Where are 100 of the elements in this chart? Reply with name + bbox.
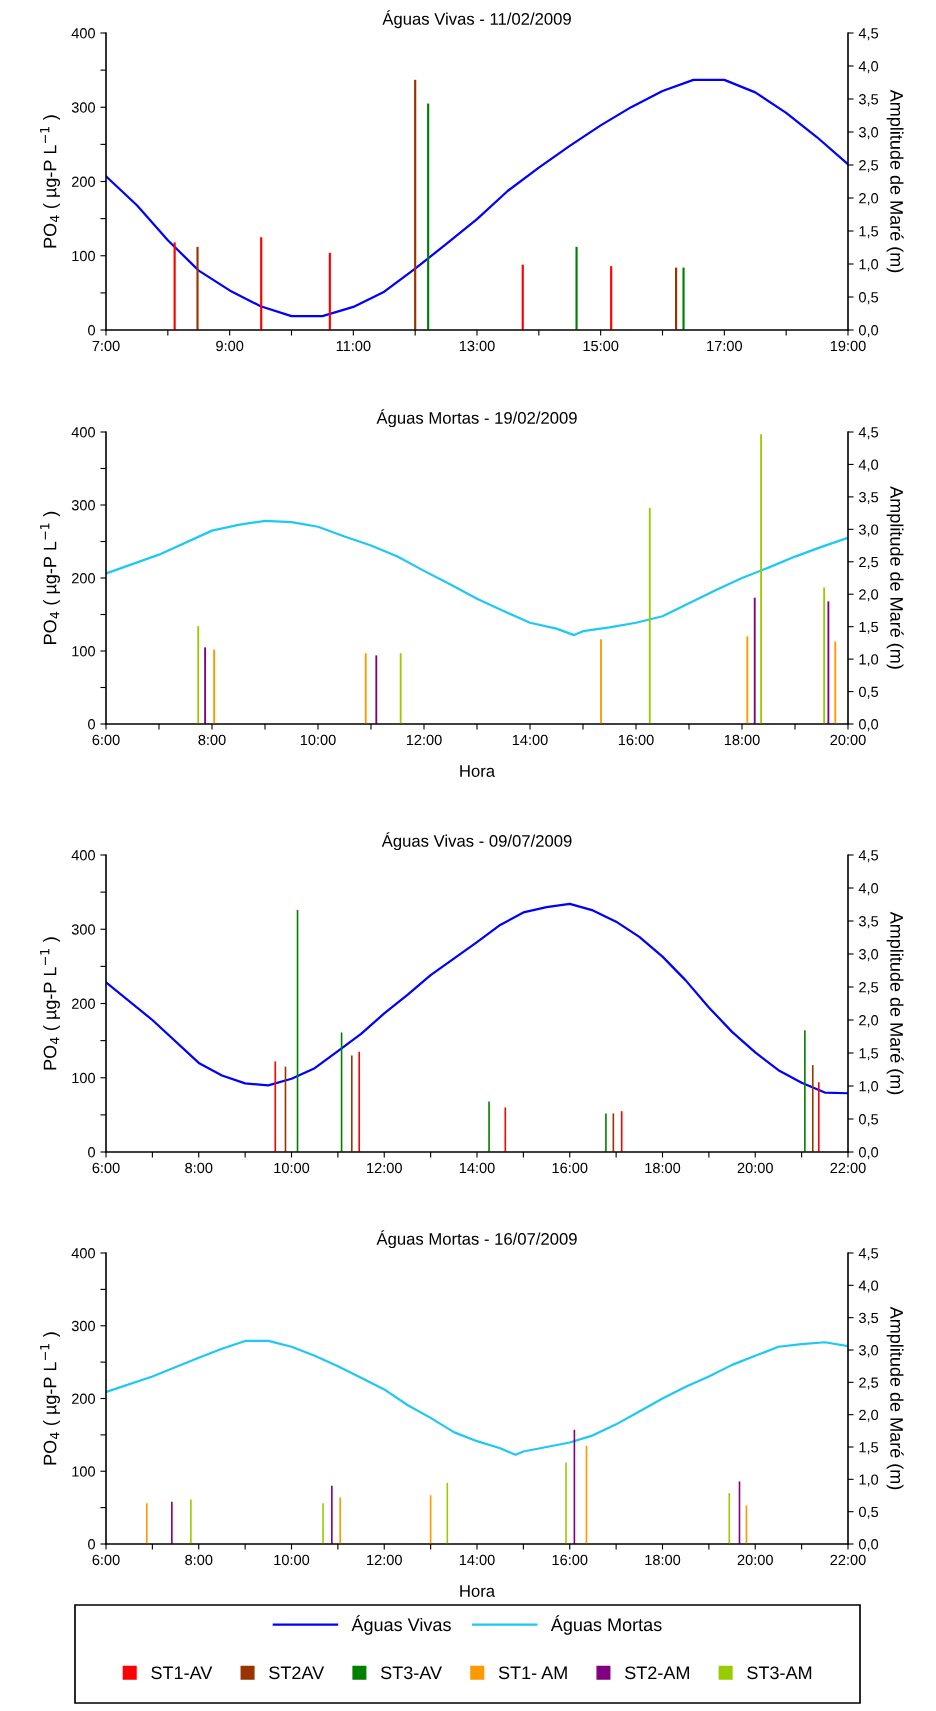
y2-tick-label: 3,5 bbox=[858, 1312, 879, 1325]
x-tick-label: 10:00 bbox=[274, 1162, 310, 1174]
x-tick-label: 22:00 bbox=[830, 1162, 866, 1174]
bar bbox=[196, 246, 199, 330]
y2-tick-label: 1,0 bbox=[859, 1474, 879, 1487]
chart-title: Águas Vivas - 09/07/2009 bbox=[381, 832, 572, 851]
y2-tick-label: 1,0 bbox=[859, 1081, 879, 1094]
bar bbox=[675, 267, 678, 330]
y2-tick-label: 3,0 bbox=[858, 949, 879, 962]
y2-tick-label: 3,5 bbox=[858, 94, 879, 107]
y2-tick-label: 0,5 bbox=[858, 686, 879, 699]
legend-label: ST1-AV bbox=[151, 1666, 213, 1680]
chart-title: Águas Mortas - 19/02/2009 bbox=[376, 409, 577, 428]
y2-tick-label: 0,5 bbox=[858, 292, 879, 305]
bar bbox=[521, 264, 524, 330]
x-tick-label: 6:00 bbox=[92, 734, 120, 746]
x-tick-label: 8:00 bbox=[185, 1554, 213, 1566]
x-tick-label: 14:00 bbox=[459, 1162, 495, 1174]
y-tick-label: 400 bbox=[71, 1248, 96, 1259]
y2-tick-label: 0,0 bbox=[858, 1539, 879, 1552]
y-tick-label: 100 bbox=[72, 1072, 96, 1084]
line-series bbox=[106, 1339, 848, 1456]
bar bbox=[682, 267, 685, 330]
y2-tick-label: 2,5 bbox=[859, 1377, 879, 1390]
x-axis-title: Hora bbox=[460, 765, 496, 777]
x-tick-label: 18:00 bbox=[724, 734, 760, 746]
chart-title: Águas Mortas - 16/07/2009 bbox=[376, 1230, 577, 1249]
y-tick-label: 300 bbox=[71, 1320, 96, 1332]
y2-axis-title: Amplitude de Maré (m) bbox=[886, 1306, 904, 1490]
y2-tick-label: 2,5 bbox=[859, 982, 879, 995]
x-axis-title: Hora bbox=[460, 1585, 496, 1597]
y2-tick-label: 2,5 bbox=[859, 160, 879, 173]
x-tick-label: 10:00 bbox=[300, 734, 336, 746]
x-tick-label: 14:00 bbox=[459, 1554, 495, 1566]
y2-tick-label: 2,0 bbox=[859, 1015, 879, 1028]
y-tick-label: 0 bbox=[88, 719, 96, 730]
y2-tick-label: 2,0 bbox=[859, 1409, 879, 1422]
x-tick-label: 11:00 bbox=[336, 340, 371, 352]
bar bbox=[328, 252, 331, 330]
x-tick-label: 19:00 bbox=[830, 340, 866, 352]
legend-label: ST2-AM bbox=[625, 1666, 689, 1680]
y2-axis-title: Amplitude de Maré (m) bbox=[886, 911, 904, 1095]
bar bbox=[414, 79, 417, 330]
y2-tick-label: 0,5 bbox=[858, 1114, 879, 1127]
y2-tick-label: 4,0 bbox=[858, 61, 879, 74]
bar bbox=[610, 266, 613, 330]
x-tick-label: 17:00 bbox=[707, 340, 743, 352]
y2-tick-label: 4,0 bbox=[858, 1280, 879, 1293]
y2-tick-label: 4,5 bbox=[858, 28, 879, 41]
y2-tick-label: 1,0 bbox=[859, 259, 879, 272]
y-tick-label: 300 bbox=[71, 500, 96, 511]
y-tick-label: 100 bbox=[72, 250, 96, 262]
x-tick-label: 8:00 bbox=[198, 734, 226, 746]
legend-label: Águas Vivas bbox=[351, 1615, 451, 1635]
x-tick-label: 20:00 bbox=[737, 1554, 773, 1566]
y2-tick-label: 1,5 bbox=[859, 226, 879, 239]
y-tick-label: 200 bbox=[71, 1393, 96, 1404]
y2-tick-label: 1,5 bbox=[859, 1442, 879, 1455]
y-axis-title: PO$_{4}$ ( µg-P L$^{−1}$ ) bbox=[40, 937, 60, 1070]
x-tick-label: 6:00 bbox=[92, 1162, 120, 1174]
y2-tick-label: 3,5 bbox=[858, 491, 879, 505]
y2-tick-label: 4,5 bbox=[858, 850, 879, 863]
x-tick-label: 18:00 bbox=[645, 1554, 681, 1566]
y2-tick-label: 3,0 bbox=[858, 524, 879, 537]
bar bbox=[427, 103, 430, 330]
y2-tick-label: 3,0 bbox=[858, 127, 879, 140]
y-tick-label: 400 bbox=[71, 850, 96, 861]
y2-tick-label: 2,0 bbox=[859, 193, 879, 206]
y-tick-label: 0 bbox=[88, 1539, 96, 1550]
legend-label: ST3-AM bbox=[747, 1666, 812, 1680]
x-tick-label: 20:00 bbox=[830, 734, 866, 746]
y-tick-label: 300 bbox=[71, 924, 96, 935]
legend-label: ST2AV bbox=[269, 1666, 325, 1680]
y-tick-label: 400 bbox=[71, 427, 96, 438]
y2-tick-label: 4,0 bbox=[858, 459, 879, 472]
y-tick-label: 100 bbox=[72, 1466, 96, 1477]
y-tick-label: 100 bbox=[72, 646, 96, 657]
legend-label: Águas Mortas bbox=[550, 1615, 662, 1635]
x-tick-label: 20:00 bbox=[737, 1162, 773, 1174]
y2-tick-label: 1,5 bbox=[859, 621, 879, 634]
y2-tick-label: 0,0 bbox=[858, 1147, 879, 1160]
x-tick-label: 22:00 bbox=[830, 1554, 866, 1566]
y2-axis-title: Amplitude de Maré (m) bbox=[886, 89, 904, 273]
y-tick-label: 300 bbox=[71, 102, 96, 113]
y2-tick-label: 1,0 bbox=[859, 654, 879, 667]
y2-tick-label: 0,5 bbox=[858, 1506, 879, 1519]
legend-label: ST1- AM bbox=[498, 1666, 567, 1680]
bar bbox=[575, 246, 578, 330]
y2-tick-label: 3,5 bbox=[858, 916, 879, 929]
x-tick-label: 18:00 bbox=[645, 1162, 681, 1174]
y-tick-label: 0 bbox=[88, 325, 96, 336]
x-tick-label: 12:00 bbox=[406, 734, 442, 746]
x-tick-label: 12:00 bbox=[367, 1554, 402, 1566]
line-series bbox=[106, 78, 848, 318]
x-tick-label: 12:00 bbox=[367, 1162, 402, 1174]
y-tick-label: 400 bbox=[71, 28, 96, 39]
y2-tick-label: 0,0 bbox=[858, 719, 879, 732]
y2-tick-label: 2,5 bbox=[859, 556, 879, 569]
x-tick-label: 8:00 bbox=[185, 1162, 213, 1174]
x-tick-label: 6:00 bbox=[92, 1554, 120, 1566]
